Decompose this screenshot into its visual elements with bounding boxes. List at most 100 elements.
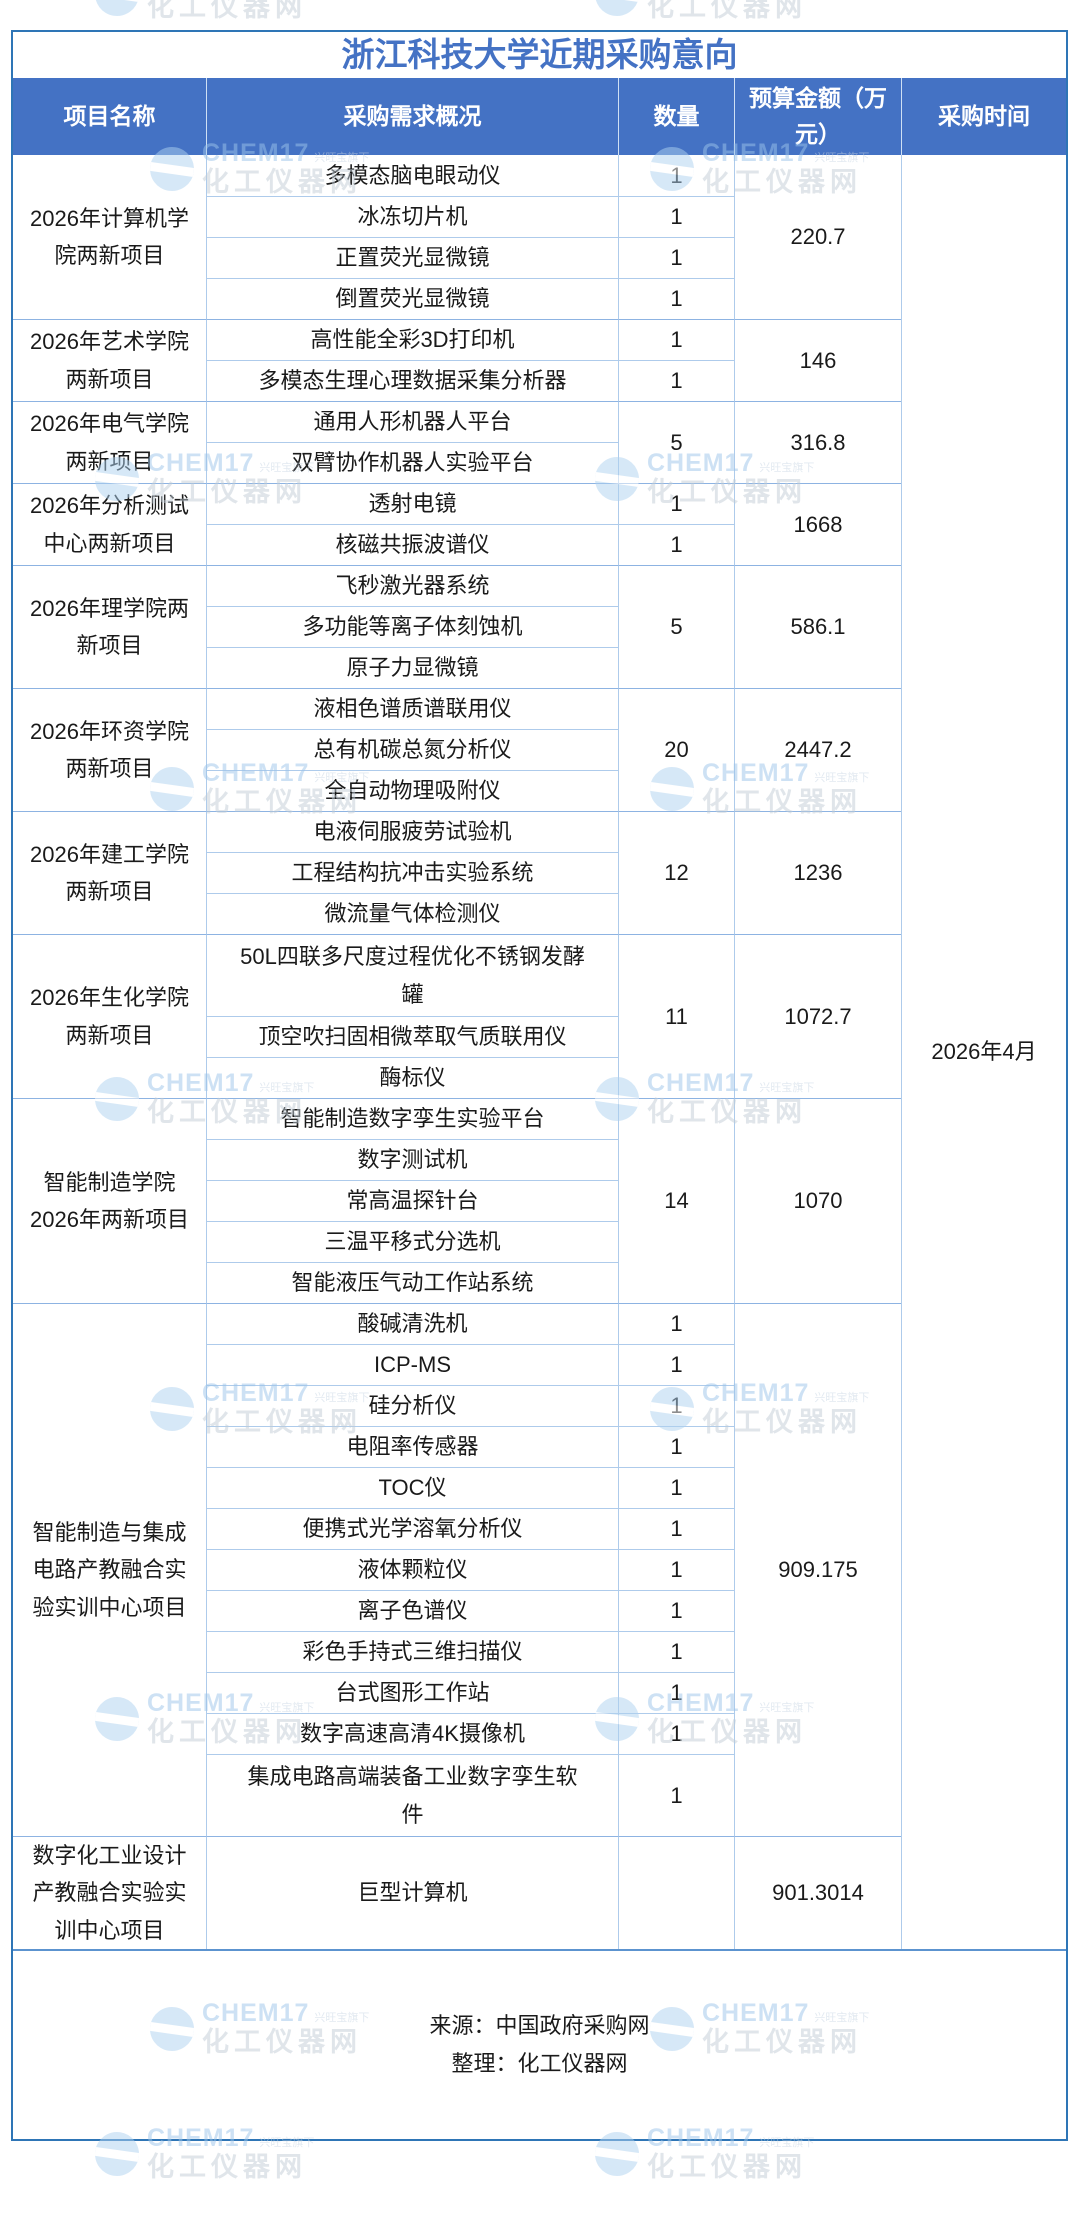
qty-cell: 12 [618, 811, 734, 934]
table-row: 正置荧光显微镜 1 [13, 237, 1066, 278]
item-cell: 顶空吹扫固相微萃取气质联用仪 [206, 1016, 618, 1057]
table-row: 智能液压气动工作站系统 [13, 1262, 1066, 1303]
table-row: 液体颗粒仪 1 [13, 1549, 1066, 1590]
qty-cell: 1 [618, 196, 734, 237]
project-cell: 2026年艺术学院两新项目 [13, 319, 206, 401]
table-row: 数字测试机 [13, 1139, 1066, 1180]
table-row: 集成电路高端装备工业数字孪生软件 1 [13, 1754, 1066, 1836]
col-header-time: 采购时间 [901, 78, 1066, 155]
item-cell: 多功能等离子体刻蚀机 [206, 606, 618, 647]
col-header-qty: 数量 [618, 78, 734, 155]
qty-cell: 1 [618, 1713, 734, 1754]
source-line: 来源：中国政府采购网 [429, 2013, 650, 2039]
qty-cell: 14 [618, 1098, 734, 1303]
project-cell: 智能制造与集成电路产教融合实验实训中心项目 [13, 1303, 206, 1836]
table-row: 离子色谱仪 1 [13, 1590, 1066, 1631]
table-row: 2026年理学院两新项目 飞秒激光器系统 5 586.1 [13, 565, 1066, 688]
item-cell: 液相色谱质谱联用仪 [206, 688, 618, 729]
qty-cell: 1 [618, 278, 734, 319]
table-row: 原子力显微镜 [13, 647, 1066, 688]
budget-cell: 1236 [734, 811, 901, 934]
item-cell: 正置荧光显微镜 [206, 237, 618, 278]
budget-cell: 586.1 [734, 565, 901, 688]
item-cell: 飞秒激光器系统 [206, 565, 618, 606]
item-cell: 常高温探针台 [206, 1180, 618, 1221]
project-cell: 2026年理学院两新项目 [13, 565, 206, 688]
table-row: 2026年计算机学院两新项目 多模态脑电眼动仪 1 220.7 2026年4月 [13, 155, 1066, 1950]
qty-cell: 1 [618, 1590, 734, 1631]
qty-cell: 5 [618, 401, 734, 483]
item-cell: 多模态生理心理数据采集分析器 [206, 360, 618, 401]
table-row: 智能制造学院2026年两新项目 智能制造数字孪生实验平台 14 1070 [13, 1098, 1066, 1303]
qty-cell: 1 [618, 155, 734, 196]
item-cell: 工程结构抗冲击实验系统 [206, 852, 618, 893]
budget-cell: 909.175 [734, 1303, 901, 1836]
table-row: 彩色手持式三维扫描仪 1 [13, 1631, 1066, 1672]
project-cell: 智能制造学院2026年两新项目 [13, 1098, 206, 1303]
table-footer: 来源：中国政府采购网 整理：化工仪器网 [13, 1949, 1066, 2139]
table-row: 电阻率传感器 1 [13, 1426, 1066, 1467]
item-cell: 数字高速高清4K摄像机 [206, 1713, 618, 1754]
table-row: 微流量气体检测仪 [13, 893, 1066, 934]
procurement-table-sheet: 浙江科技大学近期采购意向 项目名称 采购需求概况 数量 预算金额（万元） 采购时… [11, 30, 1068, 2142]
table-row: TOC仪 1 [13, 1467, 1066, 1508]
qty-cell: 1 [618, 1672, 734, 1713]
qty-cell: 5 [618, 565, 734, 688]
item-cell: 全自动物理吸附仪 [206, 770, 618, 811]
project-cell: 数字化工业设计产教融合实验实训中心项目 [13, 1836, 206, 1950]
table-row: 2026年生化学院两新项目 50L四联多尺度过程优化不锈钢发酵罐 11 1072… [13, 934, 1066, 1098]
item-cell: 台式图形工作站 [206, 1672, 618, 1713]
item-cell: 通用人形机器人平台 [206, 401, 618, 442]
table-row: 便携式光学溶氧分析仪 1 [13, 1508, 1066, 1549]
item-cell: 冰冻切片机 [206, 196, 618, 237]
page-title: 浙江科技大学近期采购意向 [341, 36, 738, 73]
project-cell: 2026年分析测试中心两新项目 [13, 483, 206, 565]
item-cell: 硅分析仪 [206, 1385, 618, 1426]
qty-cell: 1 [618, 1508, 734, 1549]
qty-cell: 1 [618, 1754, 734, 1836]
budget-cell: 1070 [734, 1098, 901, 1303]
item-cell: TOC仪 [206, 1467, 618, 1508]
table-row: 总有机碳总氮分析仪 [13, 729, 1066, 770]
table-row: ICP-MS 1 [13, 1344, 1066, 1385]
table-row: 双臂协作机器人实验平台 [13, 442, 1066, 483]
budget-cell: 220.7 [734, 155, 901, 319]
item-cell: 智能液压气动工作站系统 [206, 1262, 618, 1303]
qty-cell: 1 [618, 1426, 734, 1467]
col-header-demand: 采购需求概况 [206, 78, 618, 155]
project-cell: 2026年生化学院两新项目 [13, 934, 206, 1098]
chem17-swoosh-icon [590, 0, 644, 21]
budget-cell: 2447.2 [734, 688, 901, 811]
table-row: 2026年建工学院两新项目 电液伺服疲劳试验机 12 1236 [13, 811, 1066, 934]
table-row: 台式图形工作站 1 [13, 1672, 1066, 1713]
item-cell: 总有机碳总氮分析仪 [206, 729, 618, 770]
qty-cell: 20 [618, 688, 734, 811]
item-cell: 离子色谱仪 [206, 1590, 618, 1631]
item-cell: 集成电路高端装备工业数字孪生软件 [206, 1754, 618, 1836]
qty-cell: 1 [618, 524, 734, 565]
budget-cell: 901.3014 [734, 1836, 901, 1950]
item-cell: 液体颗粒仪 [206, 1549, 618, 1590]
item-cell: 原子力显微镜 [206, 647, 618, 688]
item-cell: 三温平移式分选机 [206, 1221, 618, 1262]
qty-cell: 1 [618, 319, 734, 360]
item-cell: 透射电镜 [206, 483, 618, 524]
table-row: 三温平移式分选机 [13, 1221, 1066, 1262]
item-cell: 高性能全彩3D打印机 [206, 319, 618, 360]
item-cell: 电阻率传感器 [206, 1426, 618, 1467]
item-cell: 酸碱清洗机 [206, 1303, 618, 1344]
item-cell: 微流量气体检测仪 [206, 893, 618, 934]
table-row: 倒置荧光显微镜 1 [13, 278, 1066, 319]
qty-cell: 1 [618, 1385, 734, 1426]
item-cell: 智能制造数字孪生实验平台 [206, 1098, 618, 1139]
time-cell: 2026年4月 [901, 155, 1066, 1950]
item-cell: 核磁共振波谱仪 [206, 524, 618, 565]
qty-cell: 1 [618, 360, 734, 401]
table-row: 工程结构抗冲击实验系统 [13, 852, 1066, 893]
qty-cell: 1 [618, 1344, 734, 1385]
table-row: 多功能等离子体刻蚀机 [13, 606, 1066, 647]
budget-cell: 1072.7 [734, 934, 901, 1098]
table-row: 多模态生理心理数据采集分析器 1 [13, 360, 1066, 401]
budget-cell: 1668 [734, 483, 901, 565]
col-header-budget: 预算金额（万元） [734, 78, 901, 155]
